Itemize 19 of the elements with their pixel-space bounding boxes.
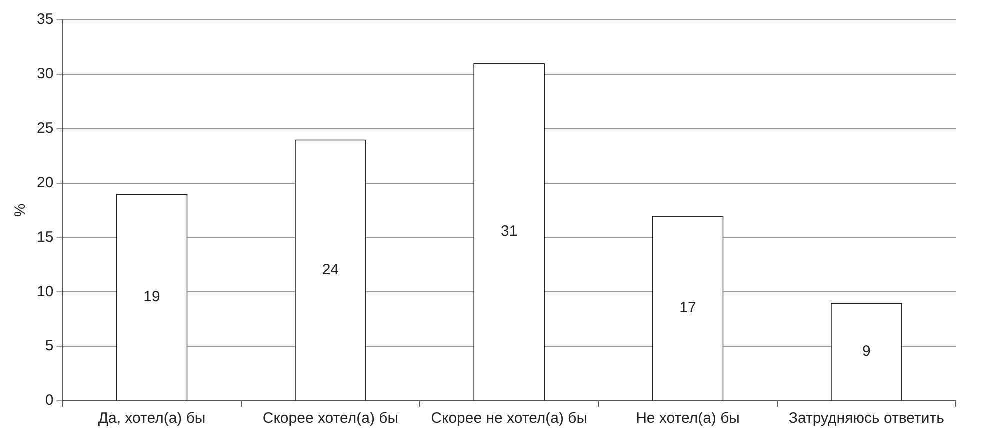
x-tick-label: Затрудняюсь ответить [788, 410, 945, 428]
data-label: 24 [322, 261, 340, 278]
y-tick-label: 20 [36, 174, 54, 192]
x-tick-label: Скорее не хотел(а) бы [431, 410, 588, 428]
y-tick-label: 0 [45, 392, 54, 410]
data-label: 17 [680, 299, 696, 316]
x-tick-label: Да, хотел(а) бы [98, 410, 206, 428]
y-tick-label: 35 [36, 11, 54, 28]
x-tick-label: Не хотел(а) бы [636, 410, 740, 428]
y-tick-label: 10 [36, 283, 54, 300]
y-tick-label: 5 [45, 338, 54, 355]
y-tick-label: 30 [36, 66, 54, 83]
x-tick-label: Скорее хотел(а) бы [262, 410, 398, 428]
y-axis-title: % [12, 204, 30, 218]
y-tick-label: 25 [36, 120, 54, 137]
data-label: 31 [501, 223, 518, 240]
data-label: 9 [862, 342, 871, 360]
data-label: 19 [144, 288, 160, 306]
y-tick-label: 15 [36, 228, 54, 246]
